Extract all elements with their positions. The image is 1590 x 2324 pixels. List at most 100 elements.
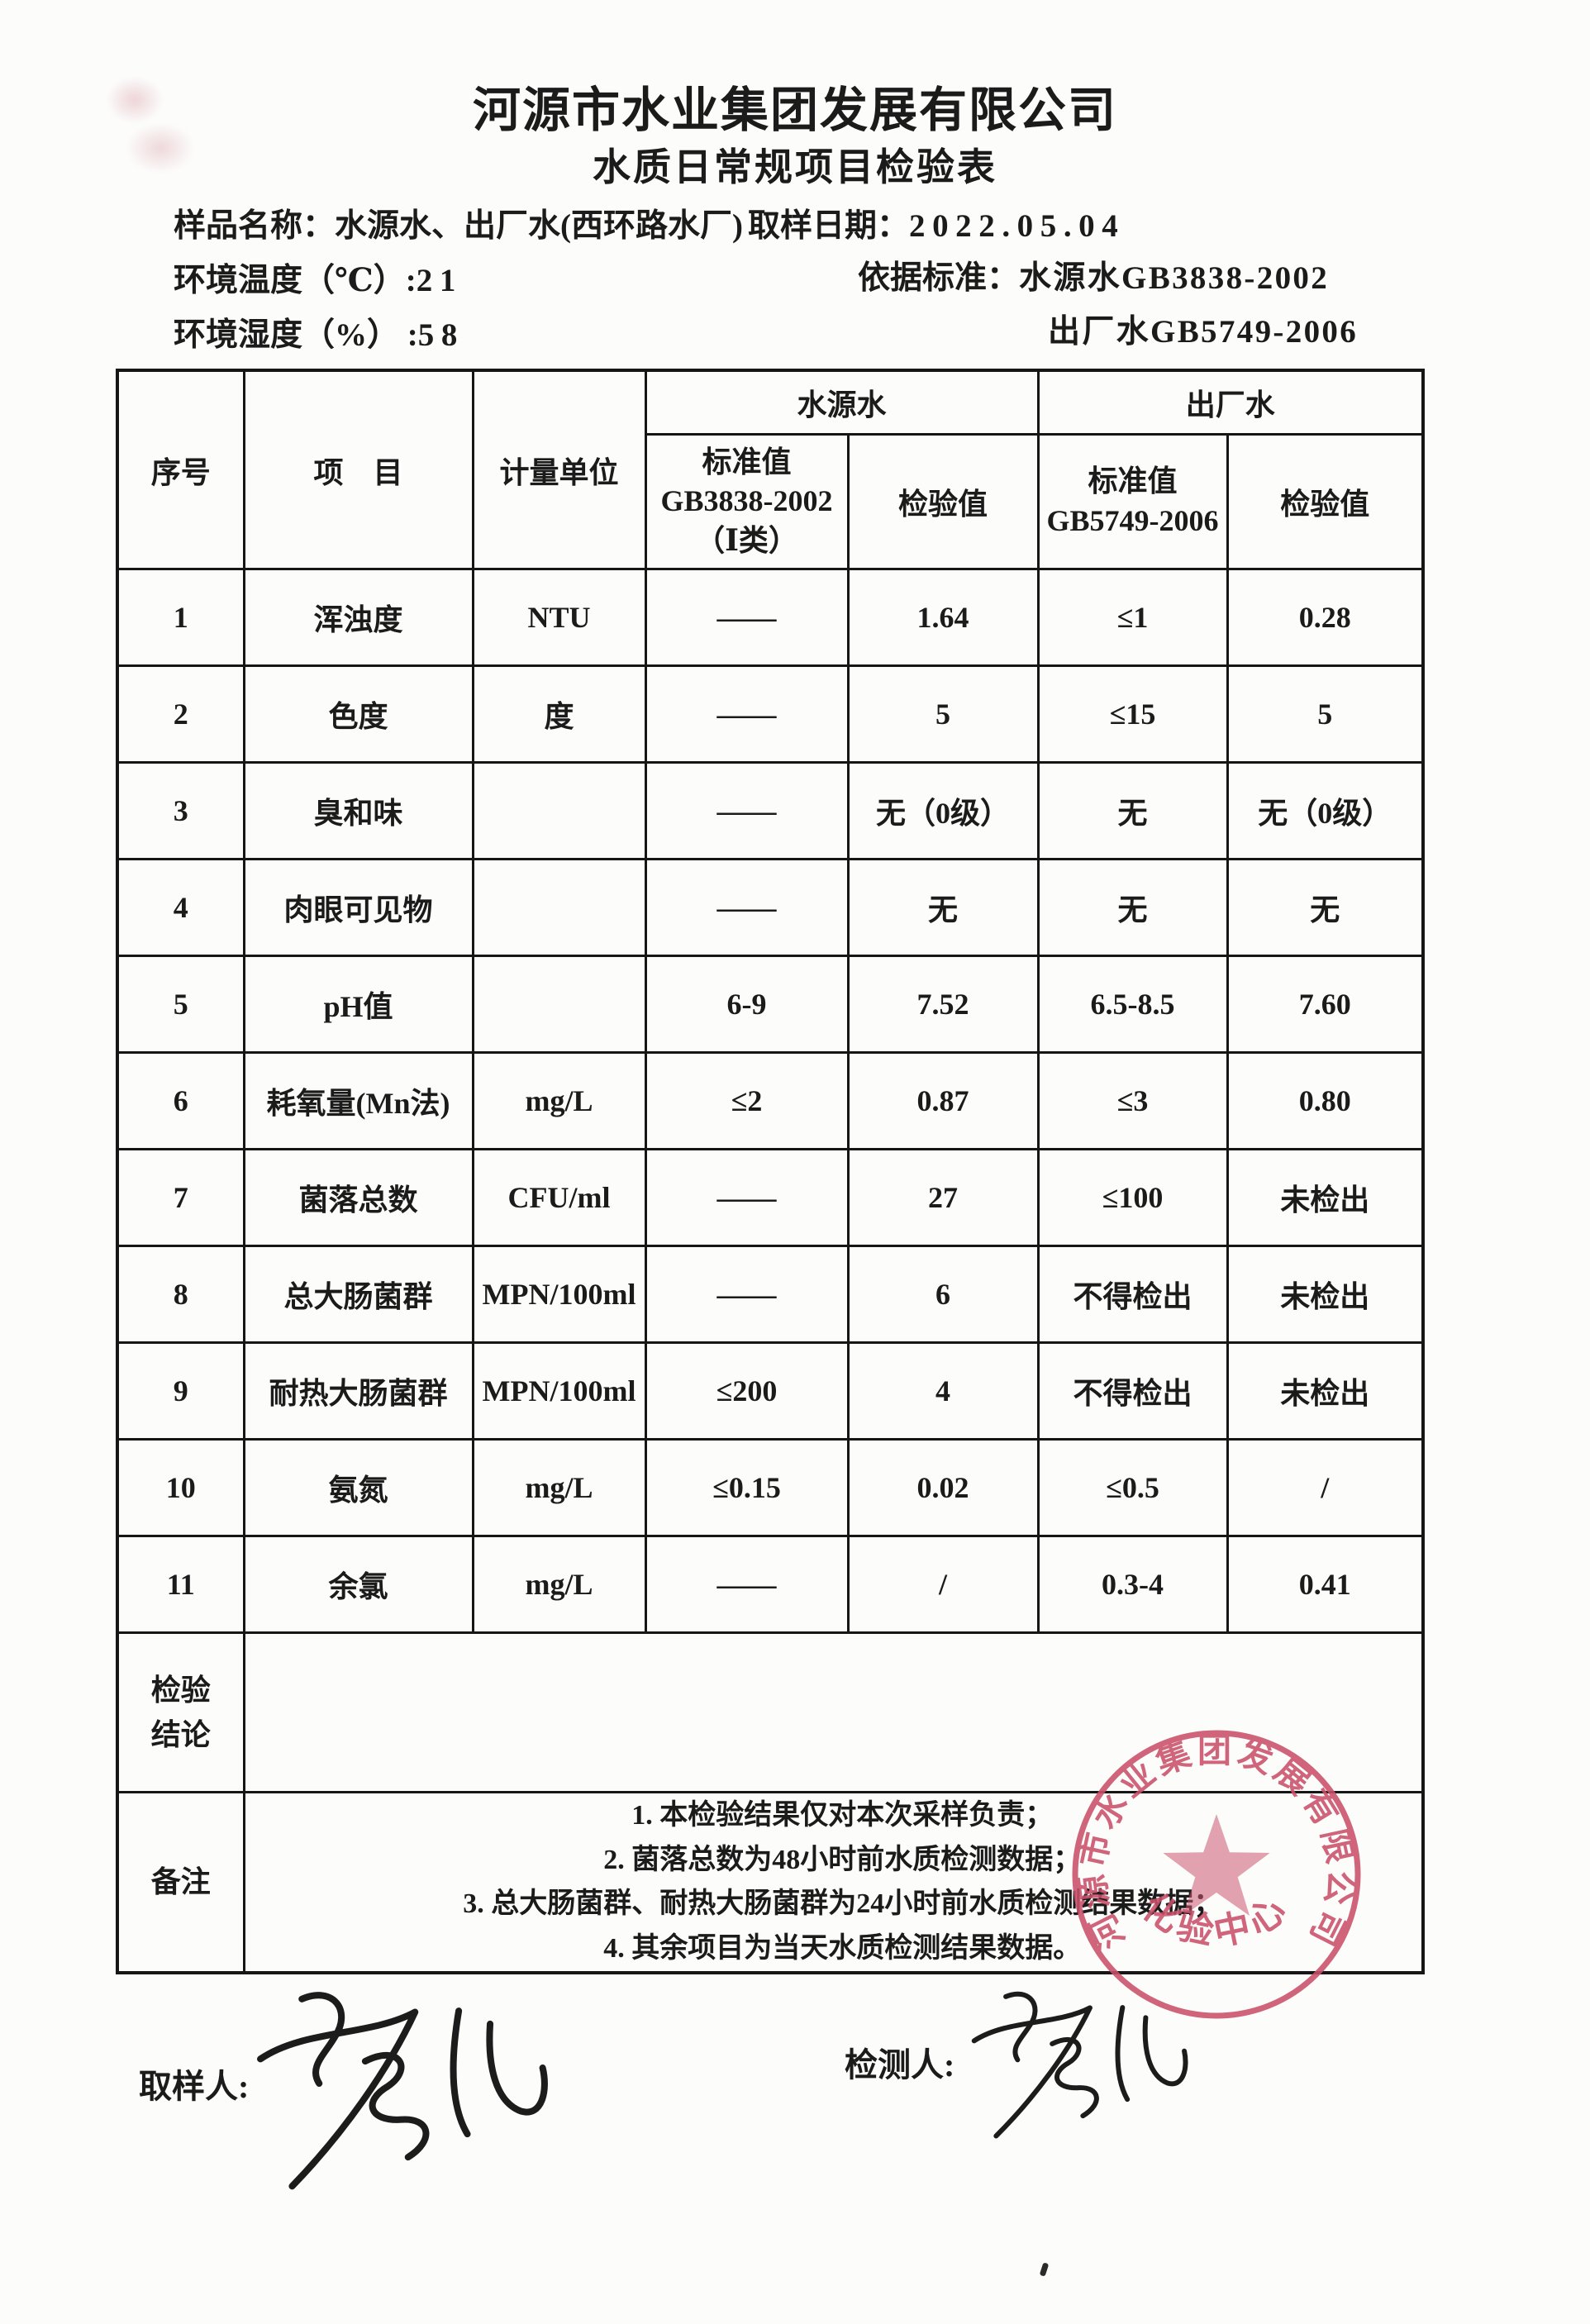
temperature-value: 21 (416, 263, 463, 298)
cell-item: 总大肠菌群 (242, 1245, 474, 1344)
cell-unit (471, 761, 647, 860)
col-header-factory-standard: 标准值 GB5749-2006 (1036, 433, 1229, 570)
cell-source-value: 7.52 (846, 955, 1040, 1054)
group-header-factory-water: 出厂水 (1036, 369, 1425, 436)
tester-label: 检测人: (845, 2046, 955, 2084)
cell-factory-value: 未检出 (1226, 1245, 1425, 1344)
cell-source-value: / (846, 1535, 1040, 1634)
sample-name-value: 水源水、出厂水(西环路水厂) (335, 208, 743, 244)
remarks-label: 备注 (116, 1790, 245, 1974)
seal-star-icon (1163, 1814, 1270, 1916)
table-row: 5 pH值 6-9 7.52 6.5-8.5 7.60 (116, 955, 1425, 1054)
remark-line: 3. 总大肠菌群、耐热大肠菌群为24小时前水质检测结果数据； (463, 1888, 1222, 1920)
cell-no: 4 (116, 858, 245, 957)
cell-factory-value: 未检出 (1226, 1148, 1425, 1247)
company-seal: 河源市水业集团发展有限公司 化验中心 (1072, 1730, 1361, 2019)
col-header-source-test: 检验值 (846, 433, 1040, 570)
cell-source-standard: —— (644, 568, 850, 667)
cell-source-value: 0.87 (846, 1051, 1040, 1150)
ink-smudge (106, 76, 164, 124)
cell-item: 氨氮 (242, 1438, 474, 1537)
cell-source-standard: 6-9 (644, 955, 850, 1054)
cell-unit (471, 858, 647, 957)
cell-source-standard: ≤2 (644, 1051, 850, 1150)
company-title: 河源市水业集团发展有限公司 (472, 83, 1117, 137)
cell-source-value: 1.64 (846, 568, 1040, 667)
cell-unit: MPN/100ml (471, 1245, 647, 1344)
cell-item: 臭和味 (242, 761, 474, 860)
cell-source-value: 无（0级） (846, 761, 1040, 860)
cell-item: 余氯 (242, 1535, 474, 1634)
form-title: 水质日常规项目检验表 (593, 146, 997, 188)
ambient-humidity: 环境湿度（%） :58 (174, 309, 464, 355)
col-header-unit: 计量单位 (471, 369, 647, 570)
seal-center-text: 化验中心 (1135, 1886, 1292, 1954)
cell-unit: 度 (471, 664, 647, 764)
remark-line: 2. 菌落总数为48小时前水质检测数据； (603, 1844, 1082, 1875)
cell-no: 1 (116, 568, 245, 667)
table-row: 7 菌落总数 CFU/ml —— 27 ≤100 未检出 (116, 1148, 1425, 1247)
cell-source-value: 27 (846, 1148, 1040, 1247)
cell-item: pH值 (242, 955, 474, 1054)
table-row: 1 浑浊度 NTU —— 1.64 ≤1 0.28 (116, 568, 1425, 667)
ink-smudge (126, 122, 195, 174)
cell-source-standard: —— (644, 761, 850, 860)
humidity-value: 58 (417, 317, 464, 353)
cell-item: 耗氧量(Mn法) (242, 1051, 474, 1150)
cell-factory-standard: 0.3-4 (1036, 1535, 1229, 1634)
cell-factory-standard: 不得检出 (1036, 1245, 1229, 1344)
table-row: 4 肉眼可见物 —— 无无无 (116, 858, 1425, 957)
cell-factory-standard: 无 (1036, 761, 1229, 860)
col-header-item: 项 目 (242, 369, 474, 570)
basis-label: 依据标准： (858, 260, 1020, 296)
temperature-label: 环境温度（℃）: (174, 263, 417, 298)
cell-unit: mg/L (471, 1535, 647, 1634)
standard-basis-source: 依据标准：水源水GB3838-2002 (858, 252, 1329, 298)
sampling-date-label: 取样日期： (748, 208, 910, 244)
col-header-no: 序号 (116, 369, 245, 570)
cell-unit: NTU (471, 568, 647, 667)
cell-factory-value: 无 (1226, 858, 1425, 957)
col-header-factory-test: 检验值 (1226, 433, 1425, 570)
table-row: 3 臭和味 —— 无（0级）无无（0级） (116, 761, 1425, 860)
cell-no: 9 (116, 1341, 245, 1441)
cell-source-value: 4 (846, 1341, 1040, 1441)
water-quality-table: 序号 项 目 计量单位 水源水 出厂水 标准值 GB3838-2002 （Ⅰ类）… (116, 369, 1426, 1974)
cell-no: 5 (116, 955, 245, 1054)
cell-source-value: 6 (846, 1245, 1040, 1344)
cell-item: 浑浊度 (242, 568, 474, 667)
table-row: 11 余氯 mg/L ——/0.3-4 0.41 (116, 1535, 1425, 1634)
standard-basis-factory: 出厂水GB5749-2006 (1048, 314, 1359, 350)
cell-source-standard: —— (644, 1535, 850, 1634)
conclusion-label: 检验 结论 (116, 1631, 245, 1793)
cell-factory-standard: ≤0.5 (1036, 1438, 1229, 1537)
cell-no: 2 (116, 664, 245, 764)
cell-factory-standard: ≤15 (1036, 664, 1229, 764)
sampling-date-value: 2022.05.04 (909, 208, 1126, 244)
cell-factory-standard: ≤1 (1036, 568, 1229, 667)
sampler-signature (241, 1964, 561, 2196)
cell-unit: mg/L (471, 1051, 647, 1150)
remark-line: 1. 本检验结果仅对本次采样负责； (631, 1800, 1054, 1831)
cell-factory-standard: ≤3 (1036, 1051, 1229, 1150)
cell-source-standard: —— (644, 1245, 850, 1344)
conclusion-value (242, 1631, 1425, 1793)
cell-no: 6 (116, 1051, 245, 1150)
cell-factory-standard: ≤100 (1036, 1148, 1229, 1247)
basis-source-value: 水源水GB3838-2002 (1019, 260, 1330, 296)
cell-no: 10 (116, 1438, 245, 1537)
cell-factory-standard: 6.5-8.5 (1036, 955, 1229, 1054)
svg-text:化验中心: 化验中心 (1135, 1886, 1298, 1954)
cell-factory-value: 5 (1226, 664, 1425, 764)
cell-item: 肉眼可见物 (242, 858, 474, 957)
sample-name-label: 样品名称： (174, 208, 336, 244)
cell-item: 耐热大肠菌群 (242, 1341, 474, 1441)
cell-source-standard: —— (644, 1148, 850, 1247)
tester-signature (938, 1973, 1218, 2144)
cell-no: 7 (116, 1148, 245, 1247)
cell-source-value: 0.02 (846, 1438, 1040, 1537)
seal-ring (1072, 1730, 1361, 2019)
cell-source-standard: —— (644, 858, 850, 957)
cell-unit: MPN/100ml (471, 1341, 647, 1441)
